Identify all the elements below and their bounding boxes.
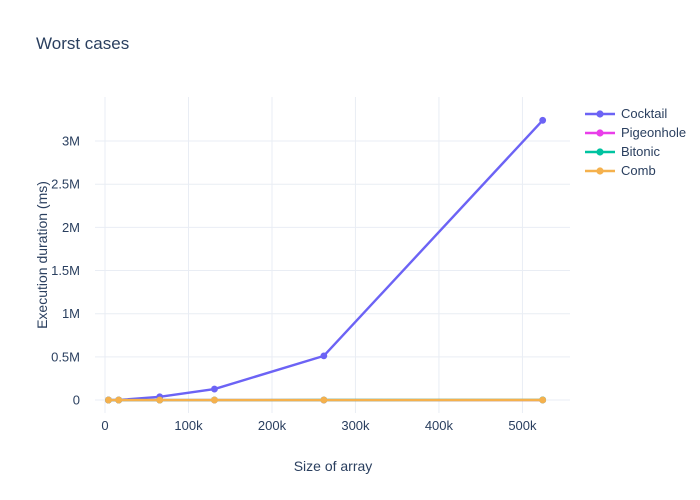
legend: Cocktail Pigeonhole Bitonic Comb bbox=[585, 104, 686, 180]
legend-sample-pigeonhole bbox=[585, 128, 615, 137]
y-tick-label-2m: 2M bbox=[62, 220, 80, 235]
series-marker-comb-3[interactable] bbox=[211, 396, 218, 404]
series-marker-comb-5[interactable] bbox=[539, 396, 547, 404]
legend-sample-bitonic bbox=[585, 147, 615, 156]
plot-area[interactable] bbox=[95, 97, 570, 413]
series-marker-comb-0[interactable] bbox=[105, 396, 112, 404]
legend-label-cocktail: Cocktail bbox=[621, 106, 668, 121]
legend-item-pigeonhole[interactable]: Pigeonhole bbox=[585, 123, 686, 142]
series-marker-cocktail-3[interactable] bbox=[211, 385, 218, 393]
legend-label-pigeonhole: Pigeonhole bbox=[621, 125, 687, 140]
y-tick-label-0-5m: 0.5M bbox=[51, 349, 80, 364]
y-tick-label-1m: 1M bbox=[62, 306, 80, 321]
legend-sample-comb bbox=[585, 166, 615, 175]
x-tick-label-200k: 200k bbox=[258, 418, 287, 433]
x-tick-label-500k: 500k bbox=[508, 418, 537, 433]
legend-item-bitonic[interactable]: Bitonic bbox=[585, 142, 686, 161]
series-marker-comb-1[interactable] bbox=[115, 396, 123, 404]
series-comb bbox=[105, 396, 547, 404]
y-tick-label-1-5m: 1.5M bbox=[51, 263, 80, 278]
series-marker-comb-2[interactable] bbox=[156, 396, 164, 404]
series-marker-cocktail-4[interactable] bbox=[320, 352, 328, 360]
y-tick-label-2-5m: 2.5M bbox=[51, 177, 80, 192]
legend-sample-cocktail bbox=[585, 109, 615, 118]
x-axis-title: Size of array bbox=[293, 458, 373, 474]
y-tick-label-3m: 3M bbox=[62, 134, 80, 149]
x-tick-label-100k: 100k bbox=[174, 418, 203, 433]
x-tick-label-0: 0 bbox=[101, 418, 108, 433]
x-tick-label-400k: 400k bbox=[425, 418, 454, 433]
y-tick-label-0: 0 bbox=[73, 393, 80, 408]
legend-label-comb: Comb bbox=[621, 163, 656, 178]
legend-item-cocktail[interactable]: Cocktail bbox=[585, 104, 686, 123]
chart-title: Worst cases bbox=[36, 34, 130, 53]
x-tick-label-300k: 300k bbox=[341, 418, 370, 433]
series-marker-comb-4[interactable] bbox=[320, 396, 328, 404]
series-marker-cocktail-5[interactable] bbox=[539, 116, 547, 124]
y-axis-title: Execution duration (ms) bbox=[34, 181, 50, 329]
legend-item-comb[interactable]: Comb bbox=[585, 161, 686, 180]
legend-label-bitonic: Bitonic bbox=[621, 144, 661, 159]
